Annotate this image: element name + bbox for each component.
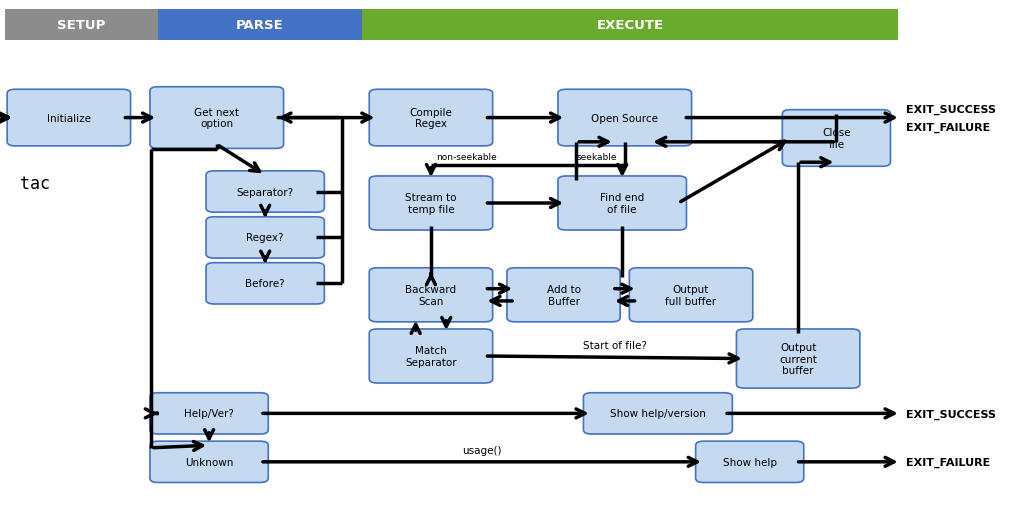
Text: EXIT_FAILURE: EXIT_FAILURE (905, 457, 989, 467)
Text: SETUP: SETUP (57, 19, 106, 32)
Text: EXIT_FAILURE: EXIT_FAILURE (905, 122, 989, 133)
Text: Find end
of file: Find end of file (599, 193, 644, 214)
Text: EXECUTE: EXECUTE (596, 19, 662, 32)
FancyBboxPatch shape (583, 393, 732, 434)
FancyBboxPatch shape (506, 268, 620, 322)
Text: Output
current
buffer: Output current buffer (779, 342, 816, 376)
Text: Backward
Scan: Backward Scan (405, 285, 457, 306)
Text: Show help: Show help (722, 457, 775, 467)
FancyBboxPatch shape (369, 177, 492, 231)
Text: Start of file?: Start of file? (582, 340, 646, 350)
Text: Close
file: Close file (821, 128, 850, 150)
FancyBboxPatch shape (5, 10, 158, 41)
Text: Compile
Regex: Compile Regex (409, 107, 452, 129)
FancyBboxPatch shape (629, 268, 752, 322)
Text: EXIT_SUCCESS: EXIT_SUCCESS (905, 408, 995, 419)
FancyBboxPatch shape (150, 88, 283, 149)
FancyBboxPatch shape (557, 177, 686, 231)
FancyBboxPatch shape (695, 441, 803, 483)
Text: Output
full buffer: Output full buffer (664, 285, 716, 306)
FancyBboxPatch shape (369, 90, 492, 147)
Text: usage(): usage() (462, 445, 501, 455)
Text: EXIT_SUCCESS: EXIT_SUCCESS (905, 104, 995, 115)
FancyBboxPatch shape (369, 329, 492, 383)
FancyBboxPatch shape (557, 90, 691, 147)
FancyBboxPatch shape (736, 329, 859, 388)
Text: Match
Separator: Match Separator (405, 346, 457, 367)
FancyBboxPatch shape (369, 268, 492, 322)
Text: seekable: seekable (576, 152, 616, 161)
Text: PARSE: PARSE (236, 19, 283, 32)
FancyBboxPatch shape (206, 172, 324, 213)
Text: non-seekable: non-seekable (436, 152, 496, 161)
Text: tac: tac (20, 174, 50, 192)
FancyBboxPatch shape (158, 10, 362, 41)
Text: Before?: Before? (246, 279, 284, 289)
FancyBboxPatch shape (206, 217, 324, 259)
Text: Initialize: Initialize (47, 114, 91, 123)
Text: Separator?: Separator? (236, 187, 293, 197)
Text: Help/Ver?: Help/Ver? (184, 409, 233, 418)
Text: Add to
Buffer: Add to Buffer (546, 285, 580, 306)
FancyBboxPatch shape (206, 263, 324, 304)
FancyBboxPatch shape (150, 393, 268, 434)
Text: Open Source: Open Source (591, 114, 657, 123)
Text: Show help/version: Show help/version (609, 409, 705, 418)
FancyBboxPatch shape (7, 90, 130, 147)
FancyBboxPatch shape (362, 10, 897, 41)
FancyBboxPatch shape (782, 110, 890, 167)
FancyBboxPatch shape (150, 441, 268, 483)
Text: Regex?: Regex? (247, 233, 283, 243)
Text: Stream to
temp file: Stream to temp file (405, 193, 457, 214)
Text: Unknown: Unknown (184, 457, 233, 467)
Text: Get next
option: Get next option (194, 107, 239, 129)
